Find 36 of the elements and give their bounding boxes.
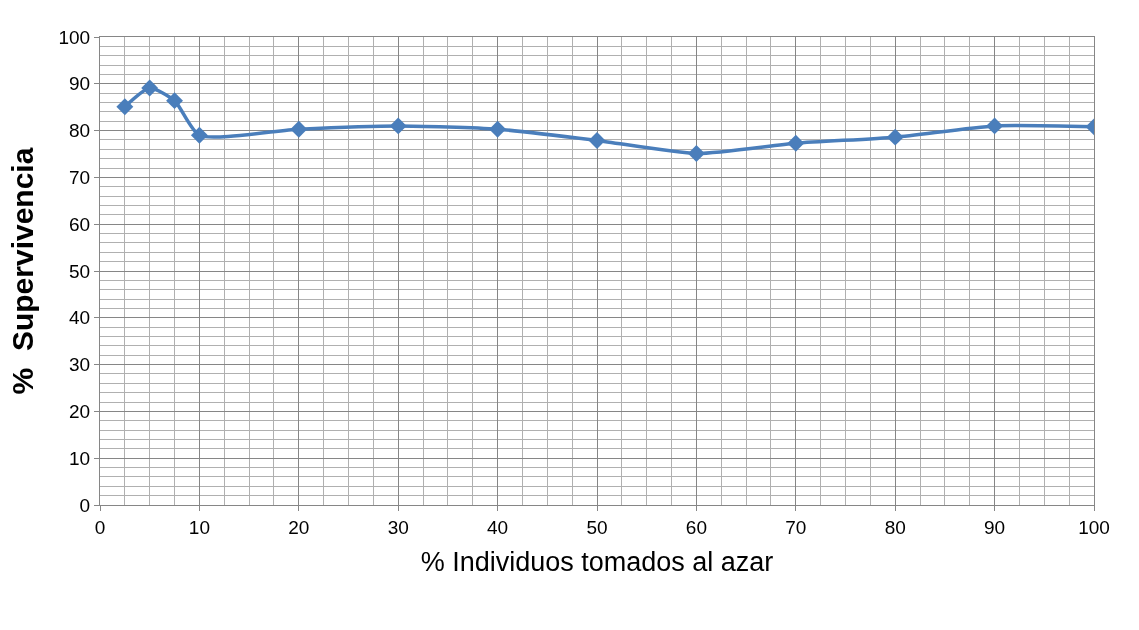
point (190, 126, 208, 144)
x-axis-title: % Individuos tomados al azar (420, 547, 774, 578)
point (986, 117, 1004, 135)
point (389, 117, 407, 135)
x-tick-label: 50 (586, 516, 608, 538)
y-tick-label: 80 (69, 120, 91, 142)
y-tick-label: 70 (69, 167, 91, 189)
y-tick-label: 60 (69, 213, 91, 235)
x-tick-label: 30 (387, 516, 409, 538)
point (141, 79, 159, 97)
point (290, 120, 308, 138)
point (489, 120, 507, 138)
x-tick-label: 70 (785, 516, 807, 538)
x-tick-label: 90 (984, 516, 1006, 538)
x-tick-label: 80 (884, 516, 906, 538)
point (787, 134, 805, 152)
x-tick-label: 100 (1078, 516, 1110, 538)
point (166, 92, 183, 110)
point (886, 128, 904, 146)
x-tick-label: 60 (685, 516, 707, 538)
y-axis-title: % Supervivencia (6, 147, 40, 395)
x-tick-label: 40 (487, 516, 509, 538)
y-tick-label: 40 (69, 307, 91, 329)
x-tick-label: 20 (288, 516, 310, 538)
y-tick-label: 0 (79, 494, 91, 516)
y-tick-label: 90 (69, 73, 91, 95)
y-tick-label: 10 (69, 447, 91, 469)
y-tick-label: 30 (69, 354, 91, 376)
y-tick-label: 50 (69, 260, 91, 282)
point (116, 98, 134, 116)
y-tick-label: 100 (58, 26, 91, 48)
point (588, 131, 606, 149)
y-tick-label: 20 (69, 401, 91, 423)
x-tick-label: 10 (188, 516, 210, 538)
x-tick-label: 0 (94, 516, 106, 538)
point (687, 145, 705, 162)
